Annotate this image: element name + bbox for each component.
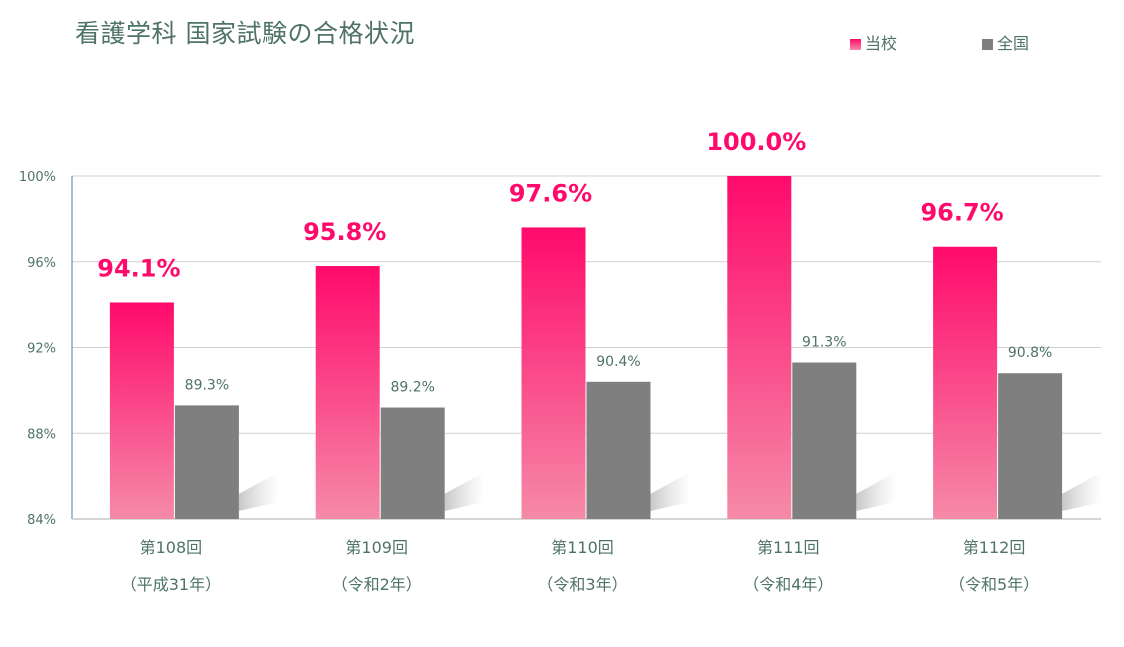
bar-shadow <box>650 471 691 511</box>
bar-shadow <box>856 471 897 511</box>
legend-swatch-school <box>850 39 861 50</box>
bar-school <box>315 266 380 519</box>
y-tick-label: 88% <box>27 427 56 442</box>
x-tick-label: 第110回 <box>551 538 614 557</box>
x-tick-label: 第112回 <box>963 538 1026 557</box>
y-tick-label: 100% <box>19 170 56 185</box>
data-label-school: 95.8% <box>303 218 386 246</box>
bar-school <box>727 176 792 519</box>
bar-school <box>521 227 586 519</box>
legend-swatch-national <box>982 39 993 50</box>
y-tick-label: 92% <box>27 342 56 357</box>
bar-school <box>933 246 998 519</box>
legend-label-national: 全国 <box>997 34 1030 53</box>
data-label-school: 100.0% <box>706 128 806 156</box>
chart-title: 看護学科 国家試験の合格状況 <box>75 19 415 48</box>
data-label-school: 97.6% <box>509 179 592 207</box>
data-label-national: 90.4% <box>596 354 640 370</box>
x-tick-sublabel: （令和5年） <box>949 575 1039 594</box>
legend-item-national: 全国 <box>982 30 1029 54</box>
x-tick-sublabel: （平成31年） <box>121 575 221 594</box>
data-label-national: 91.3% <box>802 335 846 351</box>
bar-shadow <box>1062 471 1103 511</box>
x-tick-label: 第108回 <box>140 538 203 557</box>
bar-national <box>174 405 239 519</box>
data-label-national: 89.3% <box>185 377 229 393</box>
legend-item-school: 当校 <box>850 30 897 54</box>
bar-national <box>998 373 1063 519</box>
x-tick-label: 第111回 <box>757 538 820 557</box>
x-tick-sublabel: （令和4年） <box>743 575 833 594</box>
bar-national <box>792 362 857 519</box>
bar-national <box>586 381 651 519</box>
data-label-school: 94.1% <box>97 254 180 282</box>
x-tick-sublabel: （令和2年） <box>332 575 422 594</box>
bar-school <box>109 302 174 519</box>
x-tick-sublabel: （令和3年） <box>537 575 627 594</box>
data-label-school: 96.7% <box>920 199 1003 227</box>
y-tick-label: 96% <box>27 256 56 271</box>
data-label-national: 89.2% <box>390 380 434 396</box>
y-tick-label: 84% <box>27 513 56 528</box>
x-tick-label: 第109回 <box>345 538 408 557</box>
bar-shadow <box>238 471 279 511</box>
legend-label-school: 当校 <box>865 34 898 53</box>
bar-shadow <box>444 471 485 511</box>
bar-national <box>380 407 445 519</box>
data-label-national: 90.8% <box>1008 345 1052 361</box>
